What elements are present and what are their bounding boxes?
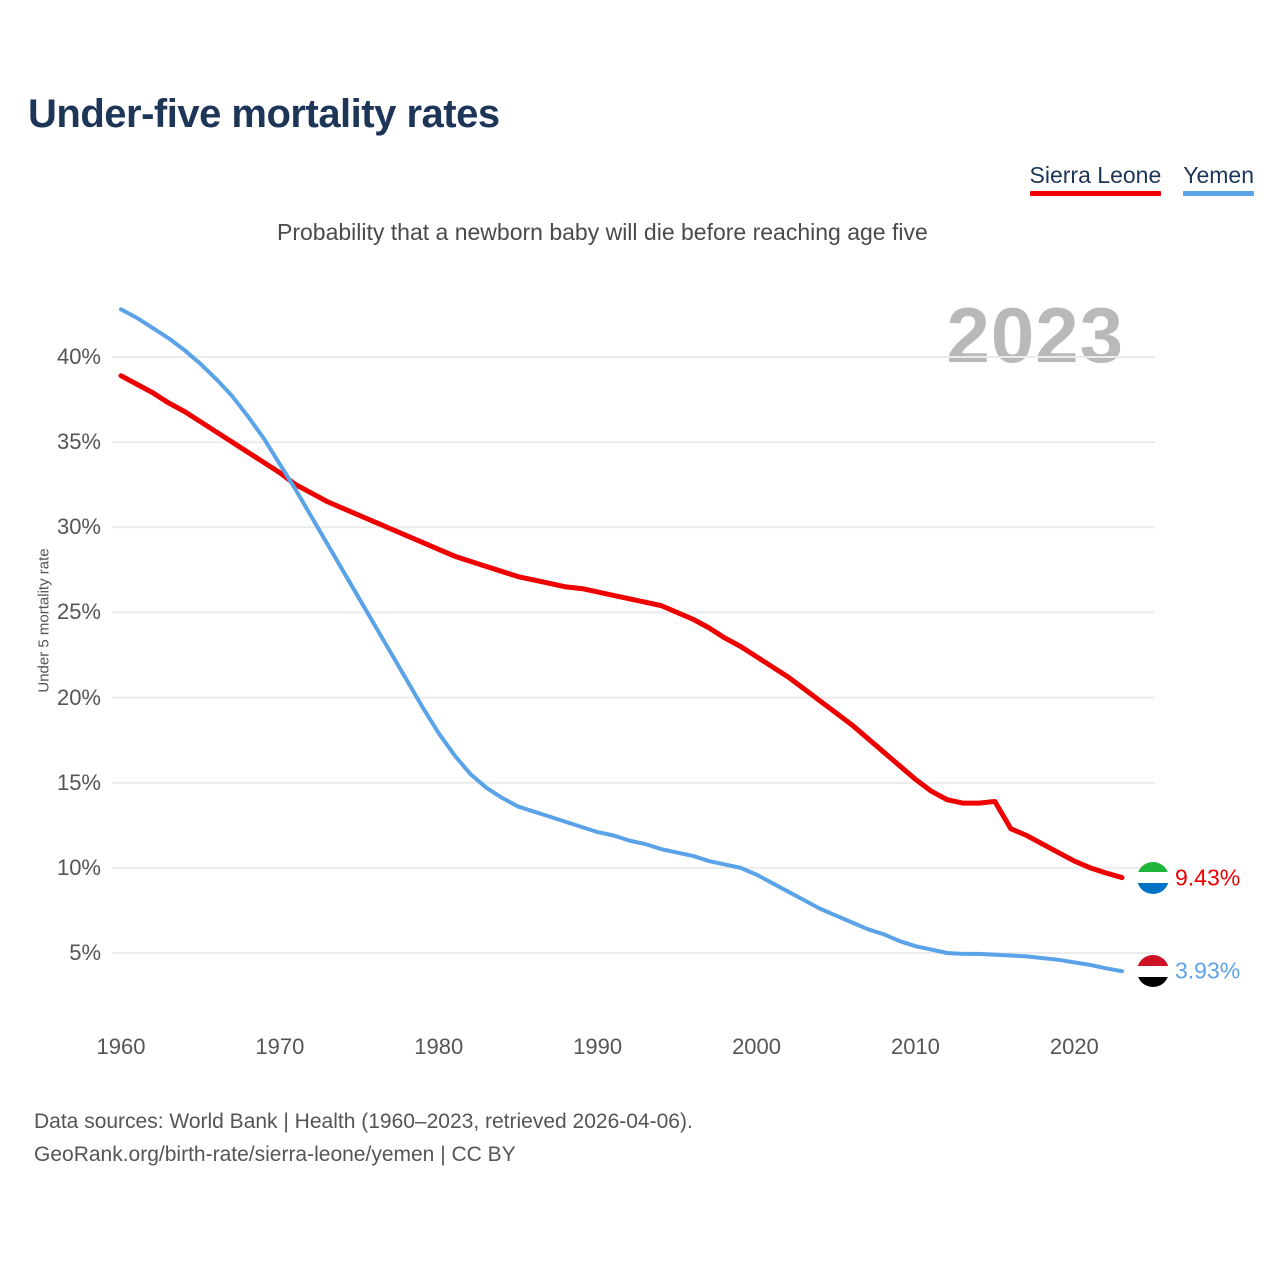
flag-band: [1137, 872, 1169, 883]
legend-swatch-sierra-leone: [1029, 191, 1162, 197]
x-tick-label: 1960: [96, 1034, 146, 1059]
y-tick-label: 30%: [56, 514, 101, 540]
legend-item-yemen[interactable]: Yemen: [1183, 162, 1254, 197]
legend-label-yemen: Yemen: [1183, 162, 1254, 188]
x-tick-label: 1990: [573, 1034, 623, 1059]
footer-sources: Data sources: World Bank | Health (1960–…: [34, 1106, 693, 1171]
page-title: Under-five mortality rates: [28, 92, 500, 136]
year-watermark: 2023: [946, 291, 1124, 379]
y-tick-label: 25%: [56, 599, 101, 625]
series-line-yemen: [119, 307, 1124, 974]
x-tick-label: 2000: [732, 1034, 782, 1059]
flag-band: [1137, 965, 1169, 977]
chart-legend: Sierra Leone Yemen: [1029, 162, 1254, 197]
flag-icon-yemen: [1137, 955, 1169, 988]
endpoint-value-sierra-leone: 9.43%: [1175, 864, 1241, 891]
y-tick-label: 10%: [56, 854, 101, 880]
y-tick-label: 5%: [69, 940, 101, 965]
footer-line-1: Data sources: World Bank | Health (1960–…: [34, 1110, 693, 1133]
y-tick-label: 15%: [56, 769, 101, 795]
legend-swatch-yemen: [1183, 191, 1254, 197]
flag-band: [1137, 976, 1169, 988]
y-tick-label: 40%: [56, 344, 101, 369]
x-tick-label: 1980: [414, 1034, 464, 1059]
endpoint-value-yemen: 3.93%: [1175, 957, 1241, 984]
flag-band: [1137, 861, 1169, 873]
chart-subtitle: Probability that a newborn baby will die…: [277, 219, 928, 245]
x-tick-label: 1970: [255, 1034, 305, 1059]
y-tick-label: 20%: [56, 684, 101, 710]
y-tick-label: 35%: [56, 429, 101, 455]
x-tick-label: 2020: [1049, 1034, 1099, 1059]
legend-item-sierra-leone[interactable]: Sierra Leone: [1029, 162, 1162, 197]
flag-band: [1137, 955, 1169, 966]
x-tick-label: 2010: [890, 1034, 940, 1059]
flag-icon-sierra-leone: [1137, 861, 1169, 894]
flag-band: [1137, 882, 1169, 894]
legend-label-sierra-leone: Sierra Leone: [1029, 162, 1162, 188]
footer-line-2: GeoRank.org/birth-rate/sierra-leone/yeme…: [34, 1142, 516, 1166]
